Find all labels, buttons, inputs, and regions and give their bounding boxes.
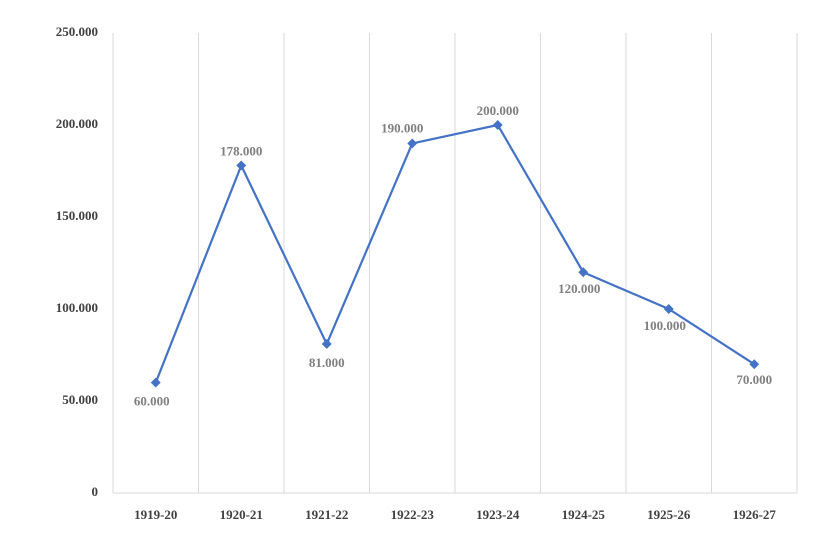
marker (321, 339, 332, 349)
x-tick-label: 1925-26 (647, 507, 691, 522)
data-label: 100.000 (644, 318, 686, 333)
x-tick-label: 1924-25 (562, 507, 606, 522)
y-tick-label: 0 (92, 484, 99, 499)
marker (407, 138, 418, 149)
data-label: 120.000 (558, 281, 600, 296)
x-tick-label: 1923-24 (476, 507, 520, 522)
line (154, 123, 755, 384)
x-tick-label: 1922-23 (391, 507, 435, 522)
marker (236, 160, 247, 171)
data-label: 70.000 (736, 372, 772, 387)
y-tick-label: 150.000 (56, 208, 98, 223)
data-label: 178.000 (220, 143, 262, 158)
data-label: 81.000 (309, 355, 345, 370)
marker (663, 304, 674, 314)
marker (150, 377, 161, 388)
data-label: 190.000 (381, 120, 423, 135)
y-tick-label: 100.000 (56, 300, 98, 315)
marker (492, 120, 503, 130)
x-tick-label: 1920-21 (220, 507, 263, 522)
data-label: 60.000 (134, 394, 170, 409)
marker (578, 267, 589, 278)
marker (749, 359, 760, 370)
y-tick-label: 250.000 (56, 24, 98, 39)
y-tick-label: 200.000 (56, 116, 98, 131)
y-tick-label: 50.000 (62, 392, 98, 407)
data-label: 200.000 (477, 103, 519, 118)
x-tick-label: 1921-22 (305, 507, 348, 522)
x-tick-label: 1919-20 (134, 507, 177, 522)
x-tick-label: 1926-27 (733, 507, 777, 522)
